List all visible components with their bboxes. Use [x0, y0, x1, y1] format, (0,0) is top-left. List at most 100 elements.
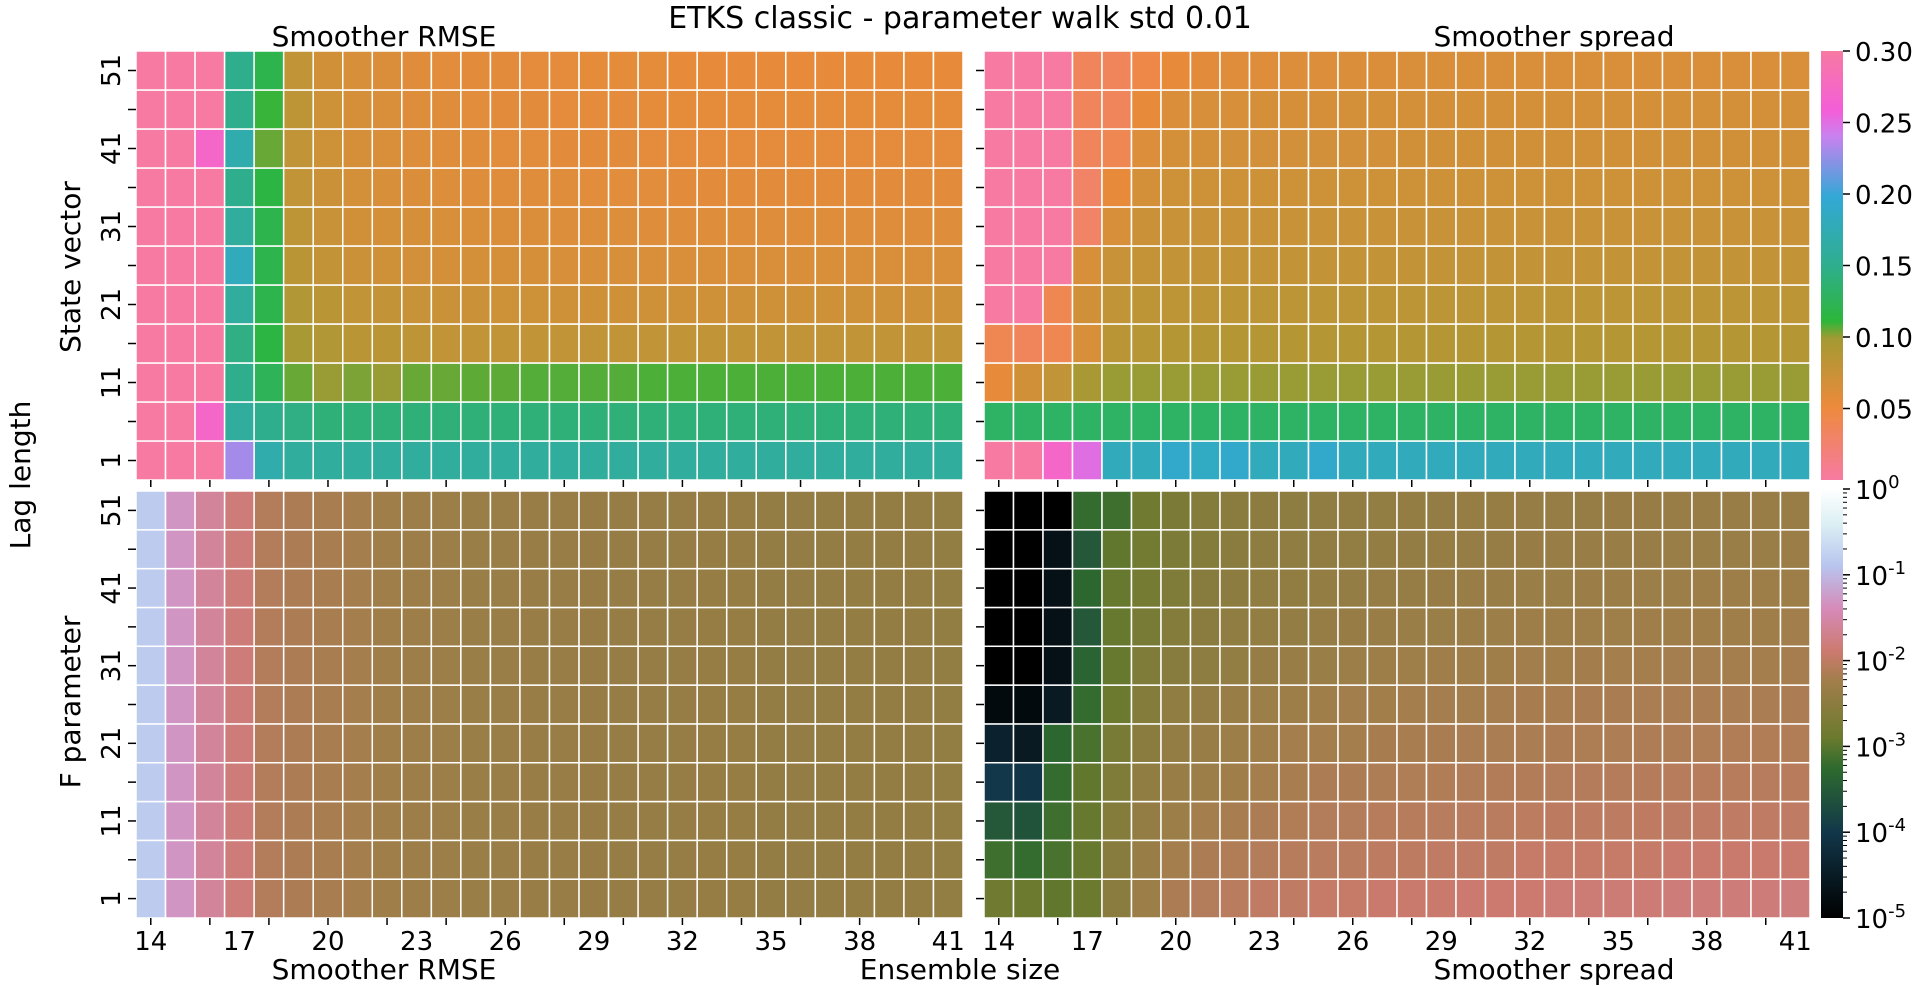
heatmap-cell [164, 323, 196, 364]
heatmap-cell [342, 645, 374, 686]
heatmap-cell [696, 800, 728, 842]
heatmap-cell [785, 490, 817, 531]
heatmap-cell [1455, 284, 1487, 325]
heatmap-cell [1425, 128, 1457, 169]
heatmap-cell [519, 167, 551, 208]
heatmap-cell [1455, 167, 1487, 208]
heatmap-cell [932, 878, 964, 919]
heatmap-cell [1632, 567, 1664, 609]
heatmap-cell [430, 323, 462, 364]
heatmap-cell [460, 761, 492, 803]
heatmap-cell [1661, 529, 1693, 570]
heatmap-cell [548, 878, 580, 919]
heatmap-cell [1130, 684, 1162, 725]
heatmap-cell [460, 606, 492, 648]
heatmap-cell [1278, 839, 1310, 880]
heatmap-cell [1396, 362, 1428, 403]
heatmap-cell [223, 606, 255, 648]
heatmap-cell [312, 567, 344, 609]
heatmap-cell [1101, 323, 1133, 364]
heatmap-cell [1661, 800, 1693, 842]
heatmap-cell [312, 723, 344, 764]
heatmap-cell [1337, 645, 1369, 686]
heatmap-cell [983, 645, 1015, 686]
heatmap-cell [1307, 839, 1339, 880]
heatmap-cell [1248, 362, 1280, 403]
heatmap-cell [903, 50, 935, 91]
heatmap-cell [430, 684, 462, 725]
heatmap-cell [1042, 490, 1074, 531]
heatmap-cell [637, 362, 669, 403]
heatmap-cell [135, 89, 167, 130]
bottom-label-spread: Smoother spread [1433, 953, 1674, 986]
heatmap-cell [696, 323, 728, 364]
heatmap-cell [548, 128, 580, 169]
heatmap-cell [1602, 645, 1634, 686]
heatmap-cell [932, 761, 964, 803]
heatmap-cell [1307, 567, 1339, 609]
heatmap-cell [164, 401, 196, 442]
heatmap-cell [1278, 800, 1310, 842]
heatmap-cell [223, 167, 255, 208]
heatmap-cell [755, 440, 787, 481]
heatmap-cell [135, 206, 167, 247]
heatmap-cell [194, 567, 226, 609]
heatmap-cell [1012, 401, 1044, 442]
heatmap-cell [1366, 490, 1398, 531]
heatmap-cell [164, 567, 196, 609]
heatmap-cell [1042, 878, 1074, 919]
heatmap-cell [1720, 490, 1752, 531]
heatmap-cell [430, 362, 462, 403]
heatmap-cell [1130, 606, 1162, 648]
heatmap-cell [637, 128, 669, 169]
heatmap-cell [1455, 128, 1487, 169]
heatmap-cell [932, 839, 964, 880]
heatmap-cell [164, 839, 196, 880]
heatmap-cell [312, 245, 344, 286]
heatmap-cell [1602, 128, 1634, 169]
heatmap-cell [371, 284, 403, 325]
heatmap-cell [1661, 89, 1693, 130]
heatmap-cell [666, 761, 698, 803]
heatmap-cell [1101, 839, 1133, 880]
heatmap-cell [844, 684, 876, 725]
heatmap-cell [1543, 645, 1575, 686]
heatmap-cell [401, 606, 433, 648]
heatmap-cell [814, 839, 846, 880]
heatmap-cell [1543, 401, 1575, 442]
x-tick-label: 41 [932, 927, 965, 957]
heatmap-cell [1484, 839, 1516, 880]
heatmap-cell [194, 89, 226, 130]
x-tick-label: 14 [982, 927, 1015, 957]
heatmap-cell [637, 323, 669, 364]
heatmap-cell [489, 362, 521, 403]
heatmap-cell [607, 800, 639, 842]
heatmap-cell [1455, 878, 1487, 919]
heatmap-cell [1779, 323, 1811, 364]
heatmap-cell [1396, 567, 1428, 609]
heatmap-cell [725, 128, 758, 169]
heatmap-cell [1189, 839, 1221, 880]
heatmap-cell [696, 167, 728, 208]
heatmap-cell [312, 128, 344, 169]
heatmap-cell [785, 245, 817, 286]
heatmap-cell [1337, 128, 1369, 169]
heatmap-cell [932, 50, 964, 91]
heatmap-cell [666, 401, 698, 442]
heatmap-cell [844, 761, 876, 803]
heatmap-cell [1543, 167, 1575, 208]
heatmap-cell [312, 284, 344, 325]
heatmap-cell [1425, 490, 1457, 531]
heatmap-cell [1514, 567, 1546, 609]
heatmap-cell [755, 606, 787, 648]
heatmap-cell [1514, 723, 1546, 764]
heatmap-cell [1661, 323, 1693, 364]
heatmap-cell [430, 878, 462, 919]
heatmap-cell [1189, 89, 1221, 130]
heatmap-cell [489, 440, 521, 481]
heatmap-cell [430, 567, 462, 609]
heatmap-cell [785, 645, 817, 686]
heatmap-cell [430, 440, 462, 481]
heatmap-cell [1012, 490, 1044, 531]
heatmap-cell [1484, 89, 1516, 130]
